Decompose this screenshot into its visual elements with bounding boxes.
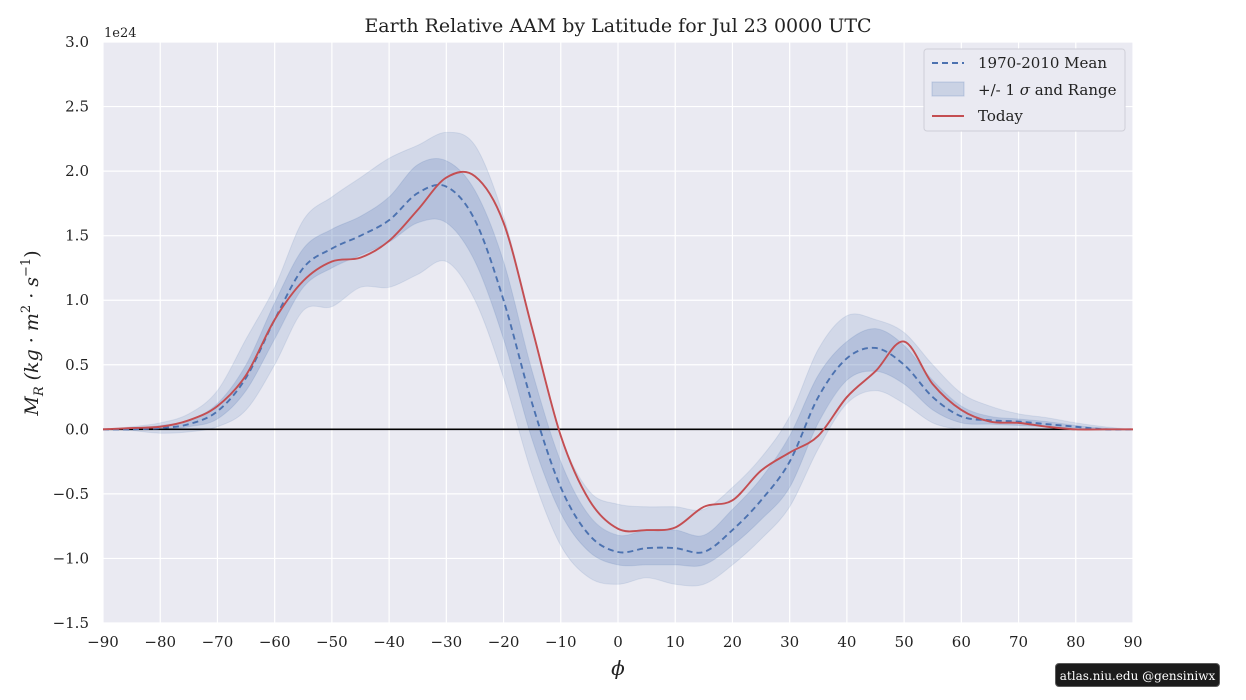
y-tick-label: −1.0	[53, 549, 89, 567]
x-tick-label: −30	[431, 633, 463, 651]
y-tick-label: 0.5	[65, 356, 89, 374]
x-tick-label: 10	[666, 633, 685, 651]
y-scale-label: 1e24	[104, 26, 137, 41]
x-tick-label: 90	[1123, 633, 1142, 651]
x-axis-label: ϕ	[611, 656, 625, 680]
x-tick-label: 70	[1009, 633, 1028, 651]
y-tick-label: 0.0	[65, 420, 89, 438]
y-tick-label: 2.0	[65, 162, 89, 180]
x-tick-label: 40	[837, 633, 856, 651]
x-tick-label: −20	[488, 633, 520, 651]
x-tick-label: −50	[316, 633, 348, 651]
legend-label-today: Today	[978, 107, 1023, 125]
y-tick-label: 1.5	[65, 227, 89, 245]
x-tick-label: −80	[144, 633, 176, 651]
x-tick-label: −60	[259, 633, 291, 651]
credit-badge: atlas.niu.edu @gensiniwx	[1055, 663, 1220, 687]
x-tick-label: 80	[1066, 633, 1085, 651]
legend: 1970-2010 Mean +/- 1 σ and Range Today	[923, 48, 1126, 132]
y-tick-label: 2.5	[65, 98, 89, 116]
y-tick-label: 1.0	[65, 291, 89, 309]
x-tick-label: 30	[780, 633, 799, 651]
y-tick-label: −1.5	[53, 614, 89, 632]
x-tick-label: −90	[87, 633, 119, 651]
x-tick-labels: −90 −80 −70 −60 −50 −40 −30 −20 −10 0 10 20 30 40 50 60…	[87, 633, 1142, 651]
y-tick-labels: −1.5 −1.0 −0.5 0.0 0.5 1.0 1.5 2.0 2.5 3.0	[53, 33, 89, 632]
chart-title: Earth Relative AAM by Latitude for Jul 2…	[364, 15, 871, 37]
x-tick-label: −10	[545, 633, 577, 651]
x-tick-label: −70	[202, 633, 234, 651]
legend-swatch-band	[931, 81, 965, 97]
legend-box	[923, 48, 1126, 132]
series-line-mean	[102, 183, 1134, 554]
x-tick-label: 20	[723, 633, 742, 651]
y-axis-label: MR(kg · m2 · s−1)	[19, 250, 47, 416]
series-line-today	[102, 170, 1133, 533]
x-tick-label: 50	[895, 633, 914, 651]
series	[102, 170, 1134, 554]
legend-label-band: +/- 1 σ and Range	[978, 81, 1117, 99]
y-tick-label: 3.0	[65, 33, 89, 51]
x-tick-label: −40	[373, 633, 405, 651]
y-tick-label: −0.5	[53, 485, 89, 503]
x-tick-label: 60	[952, 633, 971, 651]
x-tick-label: 0	[613, 633, 623, 651]
grid	[102, 41, 1134, 624]
legend-label-mean: 1970-2010 Mean	[978, 54, 1107, 72]
